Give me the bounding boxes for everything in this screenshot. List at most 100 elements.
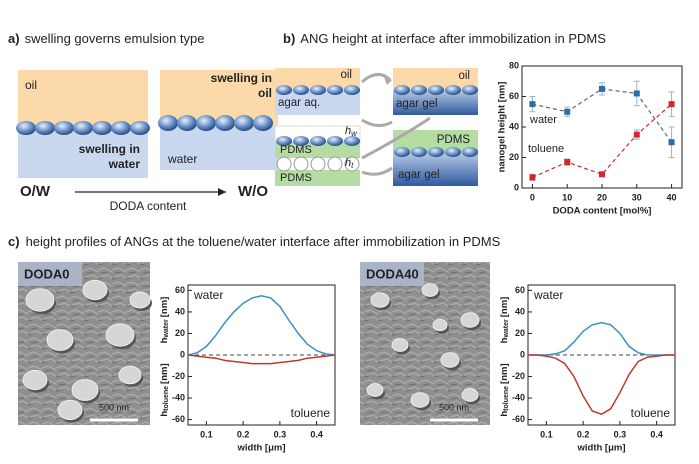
nanogel-row	[276, 85, 478, 172]
unit: [nm]	[159, 297, 170, 318]
nanogel	[293, 85, 309, 95]
nanogel-particle	[46, 329, 74, 351]
panel-label: a)	[8, 31, 20, 46]
image-label-box	[18, 262, 82, 286]
nanogel	[73, 121, 93, 135]
panel-title: a) swelling governs emulsion type	[8, 31, 205, 46]
series-line	[528, 354, 675, 416]
symbol: h	[499, 411, 510, 417]
nanogel	[276, 136, 292, 146]
nanogel-row	[16, 115, 273, 135]
nanogel	[215, 115, 235, 131]
pdms-layer	[275, 142, 360, 158]
oil-phase	[275, 68, 360, 90]
y-tick-label: -20	[512, 371, 525, 381]
nanogel	[327, 85, 343, 95]
nanogel-particle	[57, 399, 83, 421]
process-arrow-head	[384, 77, 392, 85]
data-point	[668, 139, 675, 146]
nanogel	[327, 136, 343, 146]
pdms-layer	[275, 170, 360, 186]
data-point	[599, 171, 605, 178]
nanogel	[394, 147, 410, 157]
y-axis-label: htoluene [nm]	[499, 363, 510, 416]
label-line: swelling in	[79, 142, 140, 156]
height-symbol: hw	[345, 125, 358, 138]
y-tick-label: -40	[512, 392, 525, 402]
series-label: toluene	[528, 143, 564, 155]
process-arrow	[361, 166, 393, 176]
nanogel	[130, 121, 150, 135]
cavity	[293, 156, 309, 172]
x-tick-label: 0.3	[614, 429, 627, 439]
x-tick-label: 20	[597, 192, 607, 202]
nanogel	[394, 85, 410, 95]
data-point	[529, 174, 536, 181]
nanogel	[344, 85, 360, 95]
panel-title-text: height profiles of ANGs at the toluene/w…	[26, 234, 501, 249]
nanogel-particle	[460, 312, 480, 328]
height-symbol: ht	[345, 157, 354, 170]
nanogel	[310, 85, 326, 95]
y-tick-label: -60	[172, 414, 185, 424]
nanogel-particle	[461, 388, 479, 402]
y-axis-label: hwater[nm]	[499, 297, 510, 344]
nanogel	[428, 147, 444, 157]
series-label: toluene	[631, 406, 671, 420]
subscript: toluene	[163, 386, 170, 411]
sem-image: DODA40 500 nm	[360, 262, 490, 425]
image-label: DODA40	[366, 266, 419, 281]
x-tick-label: 0.1	[540, 429, 553, 439]
process-arrow	[361, 116, 431, 160]
x-tick-label: 0.1	[200, 429, 213, 439]
x-axis-label: width [μm]	[576, 443, 625, 454]
x-tick-label: 0.4	[310, 429, 323, 439]
subscript: water	[503, 319, 510, 339]
nanogel	[276, 85, 292, 95]
subscript: w	[351, 129, 358, 138]
nanogel	[35, 121, 55, 135]
unit: [nm]	[499, 363, 510, 384]
nanogel	[428, 85, 444, 95]
data-point	[668, 101, 675, 108]
nanogel-particle	[22, 369, 48, 391]
process-arrow	[361, 73, 392, 84]
series-label: water	[533, 288, 563, 302]
image-label-box	[360, 262, 424, 286]
panel-title: c) height profiles of ANGs at the toluene…	[8, 234, 501, 249]
nanogel	[16, 121, 36, 135]
nanogel	[234, 115, 254, 131]
data-point	[633, 131, 640, 138]
nanogel	[158, 115, 178, 131]
scale-label: 500 nm	[99, 402, 129, 412]
nanogel-particle	[71, 379, 99, 401]
nanogel	[344, 136, 360, 146]
phase-label: PDMS	[437, 134, 471, 146]
y-tick-label: -60	[512, 414, 525, 424]
y-axis-label: htoluene [nm]	[159, 363, 170, 416]
cavity	[310, 156, 326, 172]
y-tick-label: 20	[175, 328, 185, 338]
unit: [nm]	[499, 297, 510, 318]
emulsion-type: W/O	[238, 183, 268, 200]
nanogel	[92, 121, 112, 135]
x-axis-label: DODA content [mol%]	[553, 206, 652, 217]
unit: [nm]	[159, 363, 170, 384]
y-tick-label: 80	[509, 60, 519, 70]
phase-label: PDMS	[280, 144, 312, 156]
phase-label: PDMS	[280, 172, 312, 184]
phase-label: oil	[458, 70, 470, 82]
subscript: toluene	[503, 386, 510, 411]
nanogel-particle	[421, 283, 439, 297]
x-tick-label: 0.3	[274, 429, 287, 439]
panel-title: b) ANG height at interface after immobili…	[283, 31, 606, 46]
data-point	[633, 90, 640, 97]
panel-label: b)	[283, 31, 295, 46]
y-tick-label: 60	[509, 91, 519, 101]
y-tick-label: -40	[172, 392, 185, 402]
nanogel-particle	[366, 383, 384, 397]
nanogel-particle	[118, 365, 142, 385]
emulsion-type: O/W	[20, 183, 51, 200]
series-line	[532, 103, 672, 178]
